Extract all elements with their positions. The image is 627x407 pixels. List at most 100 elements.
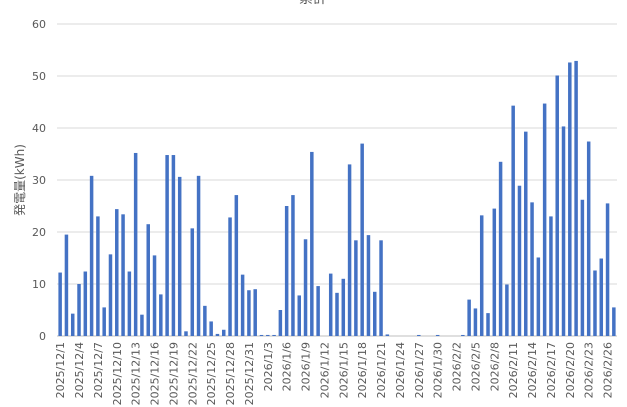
bar (83, 271, 88, 336)
x-tick-label: 2026/2/17 (545, 342, 558, 398)
bar (77, 284, 81, 336)
bar (511, 105, 515, 336)
x-tick-label: 2025/12/19 (167, 342, 180, 405)
x-tick-label: 2026/2/26 (602, 342, 615, 398)
y-tick-label: 40 (32, 122, 46, 135)
bar (171, 155, 176, 336)
bar (599, 258, 604, 336)
bar (561, 126, 566, 336)
bar (177, 176, 182, 336)
bar (486, 313, 490, 336)
bar (196, 175, 201, 336)
bar (492, 208, 497, 336)
x-tick-label: 2026/1/12 (318, 342, 331, 398)
x-tick-label: 2026/1/30 (432, 342, 445, 398)
x-tick-label: 2025/12/31 (243, 342, 256, 405)
bar (379, 240, 383, 336)
y-tick-label: 20 (32, 226, 46, 239)
y-tick-label: 60 (32, 18, 46, 31)
y-tick-label: 0 (39, 330, 46, 343)
bar (593, 270, 597, 336)
bar (536, 257, 541, 336)
bar (140, 314, 144, 336)
x-tick-label: 2026/1/15 (337, 342, 350, 398)
bar (184, 331, 188, 336)
bar (360, 143, 364, 336)
bar (605, 203, 610, 336)
bar (70, 313, 75, 336)
bar (58, 272, 62, 336)
chart-title: 累計 (299, 0, 327, 7)
bar (479, 215, 484, 336)
x-tick-label: 2026/1/21 (375, 342, 388, 398)
bar (347, 164, 352, 336)
bar (203, 305, 207, 336)
bar (303, 239, 308, 336)
x-tick-label: 2026/1/27 (413, 342, 426, 398)
bar (297, 295, 301, 336)
bar (316, 286, 320, 336)
bar (328, 273, 333, 336)
x-tick-label: 2025/12/1 (54, 342, 67, 398)
bar (574, 60, 578, 337)
bar (385, 334, 390, 336)
bar (580, 199, 585, 336)
bar (228, 217, 232, 336)
bar (542, 103, 547, 336)
bar (549, 216, 553, 336)
bar (335, 292, 339, 336)
bar (505, 284, 509, 336)
x-tick-label: 2025/12/16 (149, 342, 162, 405)
bar (64, 234, 69, 336)
x-tick-label: 2025/12/4 (73, 342, 86, 398)
bar (96, 216, 100, 336)
x-tick-label: 2026/1/9 (300, 342, 313, 391)
bar (165, 155, 169, 336)
bar (291, 195, 295, 336)
bar (266, 334, 270, 336)
bar (127, 271, 132, 336)
x-tick-label: 2025/12/10 (111, 342, 124, 405)
bar (467, 299, 471, 336)
bar (240, 274, 245, 336)
x-tick-label: 2026/2/8 (488, 342, 501, 391)
x-tick-label: 2026/1/18 (356, 342, 369, 398)
bar (284, 206, 289, 336)
x-tick-label: 2026/1/3 (262, 342, 275, 391)
bar (612, 307, 616, 336)
x-tick-label: 2026/2/23 (583, 342, 596, 398)
bar (310, 151, 314, 336)
bar (555, 75, 559, 336)
bar (530, 202, 534, 336)
bar (498, 161, 503, 336)
x-tick-label: 2026/1/6 (281, 342, 294, 391)
bar (234, 195, 239, 336)
x-tick-label: 2025/12/22 (186, 342, 199, 405)
bar (524, 131, 528, 336)
bar (435, 334, 440, 336)
bar (366, 235, 371, 336)
x-tick-label: 2026/2/14 (526, 342, 539, 398)
x-tick-label: 2026/1/24 (394, 342, 407, 398)
bar (568, 62, 572, 336)
x-tick-label: 2026/2/2 (451, 342, 464, 391)
x-tick-label: 2026/2/11 (507, 342, 520, 398)
bar (190, 228, 195, 336)
x-tick-label: 2026/2/5 (469, 342, 482, 391)
y-tick-label: 30 (32, 174, 46, 187)
x-tick-label: 2025/12/28 (224, 342, 237, 405)
bar (102, 307, 106, 336)
bar (461, 334, 465, 336)
bar (341, 278, 346, 336)
bar (209, 321, 213, 336)
bar (373, 291, 377, 336)
x-tick-label: 2025/12/25 (205, 342, 218, 405)
bar (146, 224, 150, 336)
y-tick-label: 10 (32, 278, 46, 291)
x-tick-label: 2026/2/20 (564, 342, 577, 398)
bar (259, 334, 264, 336)
bar (108, 254, 113, 336)
bar (115, 209, 119, 336)
bar (473, 308, 478, 336)
